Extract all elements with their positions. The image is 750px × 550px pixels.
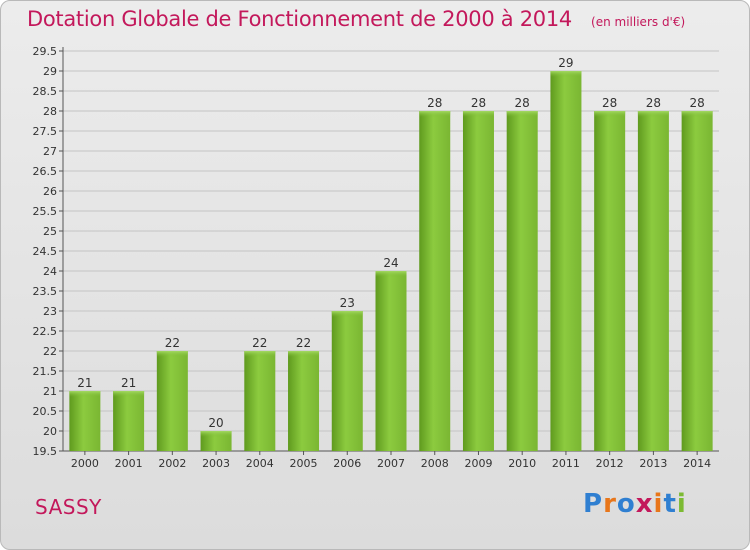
value-label-2009: 28 <box>471 96 486 110</box>
y-tick-label: 25.5 <box>33 205 58 218</box>
y-tick-label: 26.5 <box>33 165 58 178</box>
bar-2006 <box>331 311 363 451</box>
value-label-2006: 23 <box>340 296 355 310</box>
logo-letter: i <box>653 489 664 519</box>
bar-highlight <box>550 71 582 77</box>
x-tick-label-2013: 2013 <box>639 457 667 470</box>
y-tick-label: 27 <box>43 145 57 158</box>
y-tick-label: 26 <box>43 185 57 198</box>
value-label-2010: 28 <box>515 96 530 110</box>
x-tick-label-2000: 2000 <box>71 457 99 470</box>
value-label-2000: 21 <box>77 376 92 390</box>
bar-2004 <box>244 351 276 451</box>
x-tick-label-2009: 2009 <box>464 457 492 470</box>
logo-letter: r <box>603 489 617 519</box>
value-label-2003: 20 <box>208 416 223 430</box>
y-tick-label: 29 <box>43 65 57 78</box>
bar-highlight <box>419 111 451 117</box>
x-tick-label-2008: 2008 <box>421 457 449 470</box>
bar-2007 <box>375 271 407 451</box>
y-tick-label: 19.5 <box>33 445 58 458</box>
x-tick-label-2007: 2007 <box>377 457 405 470</box>
bar-2001 <box>113 391 145 451</box>
chart-title: Dotation Globale de Fonctionnement de 20… <box>27 7 572 31</box>
bar-highlight <box>244 351 276 357</box>
y-tick-label: 22 <box>43 345 57 358</box>
bar-highlight <box>288 351 320 357</box>
y-tick-label: 27.5 <box>33 125 58 138</box>
value-label-2004: 22 <box>252 336 267 350</box>
y-tick-label: 23.5 <box>33 285 58 298</box>
x-tick-label-2010: 2010 <box>508 457 536 470</box>
logo-letter: o <box>616 489 636 519</box>
chart-unit-label: (en milliers d'€) <box>591 15 686 29</box>
value-label-2007: 24 <box>383 256 398 270</box>
bar-2000 <box>69 391 101 451</box>
bar-highlight <box>462 111 494 117</box>
x-tick-label-2006: 2006 <box>333 457 361 470</box>
y-tick-label: 21.5 <box>33 365 58 378</box>
logo-letter: x <box>635 489 654 519</box>
value-label-2014: 28 <box>689 96 704 110</box>
bar-highlight <box>156 351 188 357</box>
y-tick-label: 23 <box>43 305 57 318</box>
y-tick-label: 21 <box>43 385 57 398</box>
x-tick-label-2014: 2014 <box>683 457 711 470</box>
value-label-2005: 22 <box>296 336 311 350</box>
value-label-2001: 21 <box>121 376 136 390</box>
value-label-2008: 28 <box>427 96 442 110</box>
title-row: Dotation Globale de Fonctionnement de 20… <box>27 7 685 31</box>
logo-letter: t <box>663 489 677 519</box>
x-tick-label-2001: 2001 <box>115 457 143 470</box>
bar-2013 <box>637 111 669 451</box>
proxiti-logo: Proxiti <box>583 489 687 519</box>
x-tick-label-2011: 2011 <box>552 457 580 470</box>
bar-highlight <box>681 111 713 117</box>
bar-highlight <box>506 111 538 117</box>
x-tick-label-2003: 2003 <box>202 457 230 470</box>
bar-2014 <box>681 111 713 451</box>
logo-letter: i <box>676 489 687 519</box>
bar-2012 <box>594 111 626 451</box>
y-tick-label: 28.5 <box>33 85 58 98</box>
x-tick-label-2012: 2012 <box>596 457 624 470</box>
bar-2005 <box>288 351 320 451</box>
x-tick-label-2004: 2004 <box>246 457 274 470</box>
y-tick-label: 25 <box>43 225 57 238</box>
bar-highlight <box>200 431 232 437</box>
bar-highlight <box>637 111 669 117</box>
y-tick-label: 28 <box>43 105 57 118</box>
y-tick-label: 24 <box>43 265 57 278</box>
bar-highlight <box>331 311 363 317</box>
bar-highlight <box>375 271 407 277</box>
y-tick-label: 20.5 <box>33 405 58 418</box>
labels: 19.5 20 20.5 21 21.5 22 22.5 23 23.5 24 24.5 25 25.5… <box>33 45 712 470</box>
value-label-2012: 28 <box>602 96 617 110</box>
value-label-2013: 28 <box>646 96 661 110</box>
bar-highlight <box>113 391 145 397</box>
logo-letter: P <box>583 489 604 519</box>
y-tick-label: 20 <box>43 425 57 438</box>
bar-highlight <box>69 391 101 397</box>
value-label-2002: 22 <box>165 336 180 350</box>
bar-2009 <box>462 111 494 451</box>
y-tick-label: 24.5 <box>33 245 58 258</box>
commune-name: SASSY <box>35 495 102 519</box>
y-tick-label: 29.5 <box>33 45 58 58</box>
value-label-2011: 29 <box>558 56 573 70</box>
x-tick-label-2002: 2002 <box>158 457 186 470</box>
bar-highlight <box>594 111 626 117</box>
bars <box>69 71 713 451</box>
x-tick-label-2005: 2005 <box>290 457 318 470</box>
bar-2008 <box>419 111 451 451</box>
bar-2002 <box>156 351 188 451</box>
bar-2011 <box>550 71 582 451</box>
bar-2010 <box>506 111 538 451</box>
y-tick-label: 22.5 <box>33 325 58 338</box>
